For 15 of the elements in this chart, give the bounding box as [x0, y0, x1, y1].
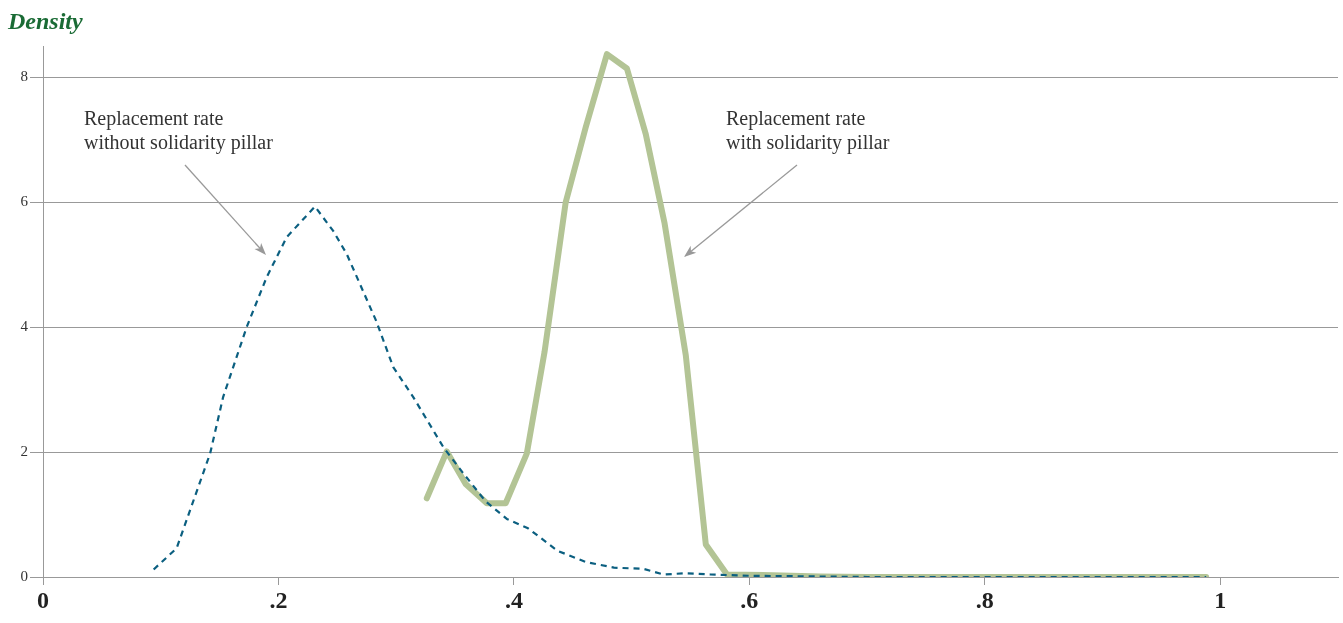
- x-tick-label: .2: [269, 586, 288, 613]
- y-tick-label: 0: [20, 567, 28, 584]
- y-tick-label: 2: [20, 443, 28, 459]
- x-tick-label: 0: [37, 586, 49, 613]
- y-tick-label: 6: [20, 193, 29, 210]
- y-tick-label: 4: [20, 318, 29, 335]
- x-tick-label: .4: [504, 586, 523, 613]
- annotation: Replacement rate without solidarity pillar: [84, 107, 274, 155]
- y-axis-title: Density: [8, 8, 83, 35]
- x-tick-label: .6: [740, 586, 759, 613]
- y-tick-label: 8: [20, 68, 28, 85]
- x-tick-label: .8: [975, 586, 994, 613]
- x-tick-label: 1: [1214, 586, 1227, 613]
- line-series: [152, 205, 1208, 577]
- annotation: Replacement rate with solidarity pillar: [726, 107, 890, 155]
